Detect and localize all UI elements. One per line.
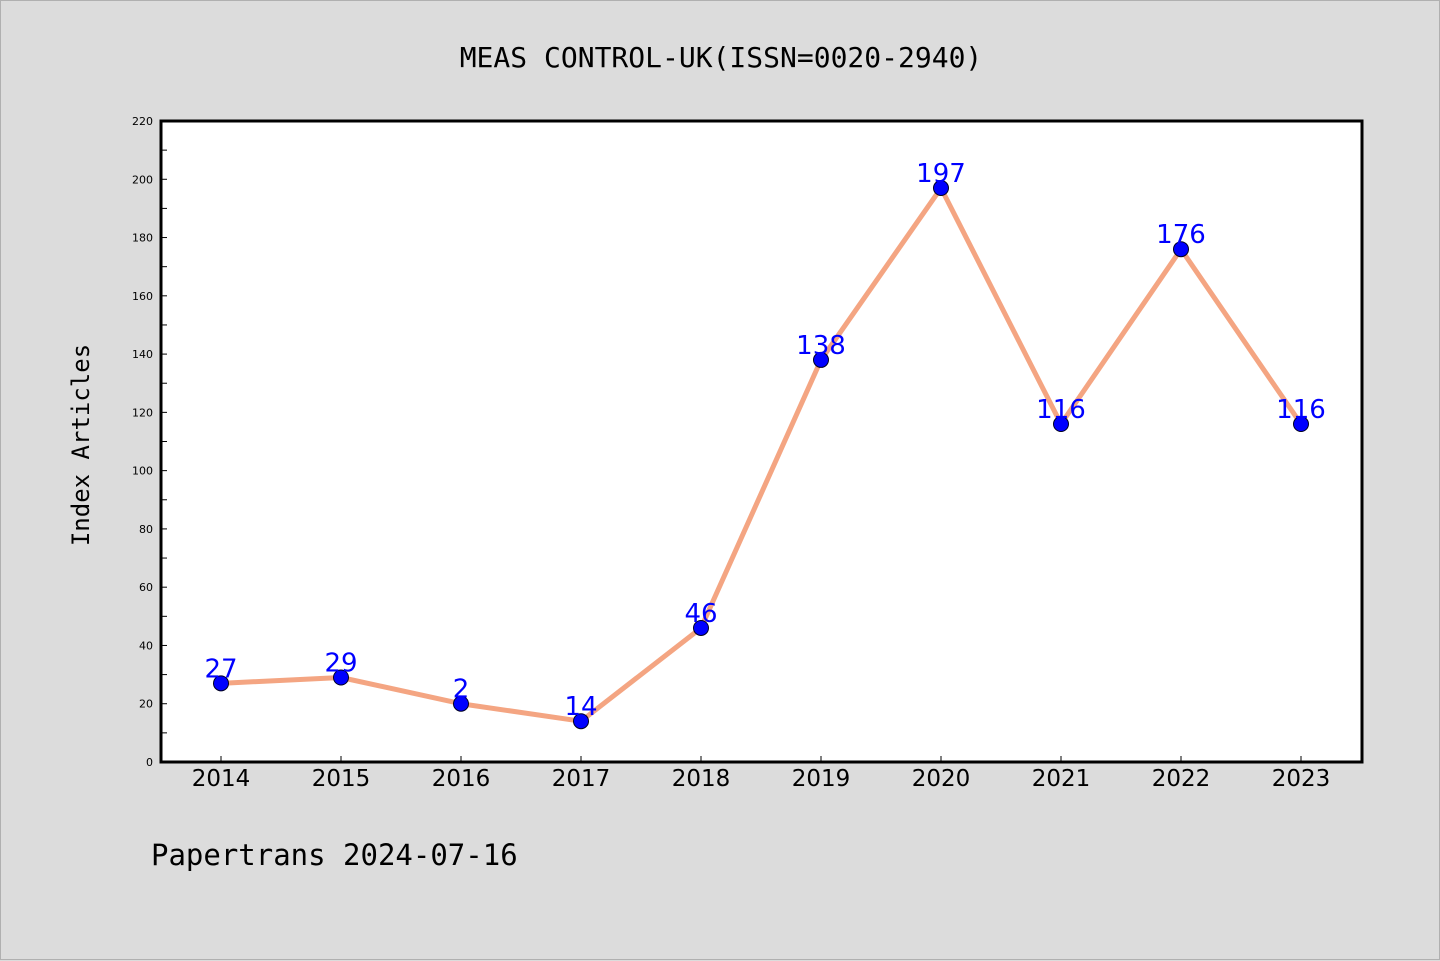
series-line: [220, 185, 1304, 724]
x-axis-ticks: 2014 2015 2016 2017 2018 2019 2020 2021 2022 2023: [192, 756, 1331, 792]
x-tick-label: 2023: [1272, 766, 1331, 792]
data-point: [333, 669, 349, 686]
data-label: 116: [1036, 395, 1086, 425]
y-tick-label: 200: [132, 173, 153, 186]
data-point: [693, 619, 709, 636]
data-label: 27: [204, 654, 237, 684]
data-label: 2: [453, 675, 470, 705]
data-label: 197: [916, 159, 966, 189]
data-label: 116: [1276, 395, 1326, 425]
data-label: 176: [1156, 220, 1206, 250]
chart-title: MEAS CONTROL-UK(ISSN=0020-2940): [460, 41, 983, 74]
data-point: [453, 695, 469, 712]
data-label: 46: [684, 599, 717, 629]
y-tick-label: 80: [139, 523, 153, 536]
data-point: [573, 713, 589, 730]
data-label: 138: [796, 331, 846, 361]
data-point: [1173, 241, 1189, 258]
y-tick-label: 100: [132, 465, 153, 478]
y-tick-label: 180: [132, 232, 153, 245]
data-label: 29: [324, 649, 357, 679]
x-tick-label: 2022: [1152, 766, 1211, 792]
data-point: [213, 675, 229, 692]
x-tick-label: 2016: [432, 766, 491, 792]
footer-text: Papertrans 2024-07-16: [151, 838, 518, 872]
y-tick-label: 60: [139, 581, 153, 594]
y-tick-label: 120: [132, 406, 153, 419]
x-tick-label: 2017: [552, 766, 611, 792]
x-tick-label: 2020: [912, 766, 971, 792]
x-tick-label: 2021: [1032, 766, 1091, 792]
plot-area: [159, 119, 1364, 764]
y-tick-label: 160: [132, 290, 153, 303]
data-point: [1053, 416, 1069, 433]
data-labels: 27 29 2 14 46 138 197 116 176 116: [204, 159, 1325, 722]
data-point: [1293, 416, 1309, 433]
y-axis-label: Index Articles: [67, 344, 95, 546]
y-tick-label: 220: [132, 115, 153, 128]
y-tick-label: 140: [132, 348, 153, 361]
data-markers: [213, 180, 1309, 730]
y-tick-label: 40: [139, 639, 153, 652]
x-tick-label: 2019: [792, 766, 851, 792]
x-tick-label: 2015: [312, 766, 371, 792]
data-label: 14: [564, 692, 597, 722]
y-tick-label: 20: [139, 698, 153, 711]
x-tick-label: 2014: [192, 766, 251, 792]
data-point: [813, 351, 829, 368]
y-tick-label: 0: [146, 756, 153, 769]
data-point: [933, 180, 949, 197]
y-axis-ticks: 0 20 40 60 80 100 120 140 160 180 200 220: [132, 115, 167, 769]
x-tick-label: 2018: [672, 766, 731, 792]
